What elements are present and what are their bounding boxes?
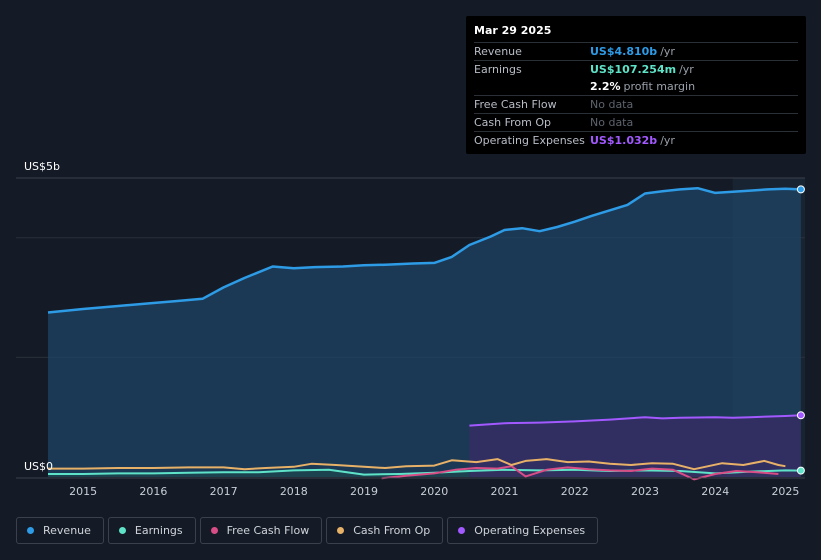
hover-tooltip: Mar 29 2025 Revenue US$4.810b/yr Earnings U… <box>466 16 806 154</box>
y-axis-bottom-label: US$0 <box>24 460 53 473</box>
legend-label: Operating Expenses <box>474 524 586 537</box>
y-axis-top-label: US$5b <box>24 160 60 173</box>
x-tick-label: 2016 <box>139 485 167 498</box>
legend-dot-icon <box>210 527 218 534</box>
x-tick-label: 2023 <box>631 485 659 498</box>
tooltip-row-label: Revenue <box>474 45 522 58</box>
tooltip-row-value: US$1.032b <box>590 134 658 147</box>
revenue-area <box>48 188 801 477</box>
earnings-end-dot <box>796 466 805 475</box>
tooltip-row: Earnings US$107.254m/yr <box>474 60 798 78</box>
operating-expenses-area <box>469 415 801 477</box>
legend-dot-icon <box>458 527 466 534</box>
legend-label: Free Cash Flow <box>226 524 310 537</box>
tooltip-row-label: Operating Expenses <box>474 134 585 147</box>
x-tick-label: 2015 <box>69 485 97 498</box>
legend-item-earnings[interactable]: Earnings <box>107 517 196 544</box>
legend-label: Revenue <box>43 524 91 537</box>
legend-dot-icon <box>27 527 34 534</box>
tooltip-row: 2.2% profit margin <box>474 78 798 95</box>
x-tick-label: 2021 <box>491 485 519 498</box>
x-tick-label: 2022 <box>561 485 589 498</box>
x-tick-label: 2019 <box>350 485 378 498</box>
tooltip-row-label: Earnings <box>474 63 522 76</box>
legend-dot-icon <box>337 527 345 534</box>
legend-dot-icon <box>118 527 126 534</box>
x-tick-label: 2017 <box>210 485 238 498</box>
tooltip-row: Revenue US$4.810b/yr <box>474 42 798 60</box>
revenue-line <box>47 186 801 314</box>
legend-item-revenue[interactable]: Revenue <box>16 517 104 544</box>
legend-label: Cash From Op <box>353 524 431 537</box>
tooltip-row-value: No data <box>590 116 634 129</box>
operating-expenses-end-dot <box>796 411 805 420</box>
chart-legend: Revenue Earnings Free Cash Flow Cash From O… <box>16 517 599 544</box>
tooltip-row: Free Cash Flow No data <box>474 95 798 113</box>
tooltip-row-suffix: /yr <box>679 63 694 76</box>
x-tick-label: 2020 <box>420 485 448 498</box>
tooltip-row-value: 2.2% <box>590 80 621 93</box>
tooltip-row-value: US$4.810b <box>590 45 658 58</box>
tooltip-row-suffix: profit margin <box>623 80 696 93</box>
legend-item-cash-from-op[interactable]: Cash From Op <box>326 517 444 544</box>
legend-item-operating-expenses[interactable]: Operating Expenses <box>447 517 599 544</box>
tooltip-row-label: Cash From Op <box>474 116 552 129</box>
x-tick-label: 2018 <box>280 485 308 498</box>
tooltip-row-value: US$107.254m <box>590 63 677 76</box>
revenue-end-dot <box>796 185 805 194</box>
chart-area: 2015 2016 2017 2018 2019 2020 2021 2022 2023 2024… <box>16 160 805 498</box>
tooltip-row-suffix: /yr <box>660 134 675 147</box>
tooltip-row: Cash From Op No data <box>474 113 798 131</box>
tooltip-row: Operating Expenses US$1.032b/yr <box>474 131 798 149</box>
cash-from-op-line <box>48 458 786 471</box>
x-tick-label: 2024 <box>701 485 729 498</box>
tooltip-row-suffix: /yr <box>660 45 675 58</box>
legend-item-free-cash-flow[interactable]: Free Cash Flow <box>199 517 323 544</box>
legend-label: Earnings <box>134 524 183 537</box>
tooltip-row-label: Free Cash Flow <box>474 98 557 111</box>
tooltip-row-value: No data <box>590 98 634 111</box>
tooltip-row-label <box>474 78 590 95</box>
free-cash-flow-line <box>381 465 779 481</box>
tooltip-date: Mar 29 2025 <box>474 24 552 37</box>
operating-expenses-line <box>469 414 801 427</box>
x-tick-label: 2025 <box>771 485 799 498</box>
